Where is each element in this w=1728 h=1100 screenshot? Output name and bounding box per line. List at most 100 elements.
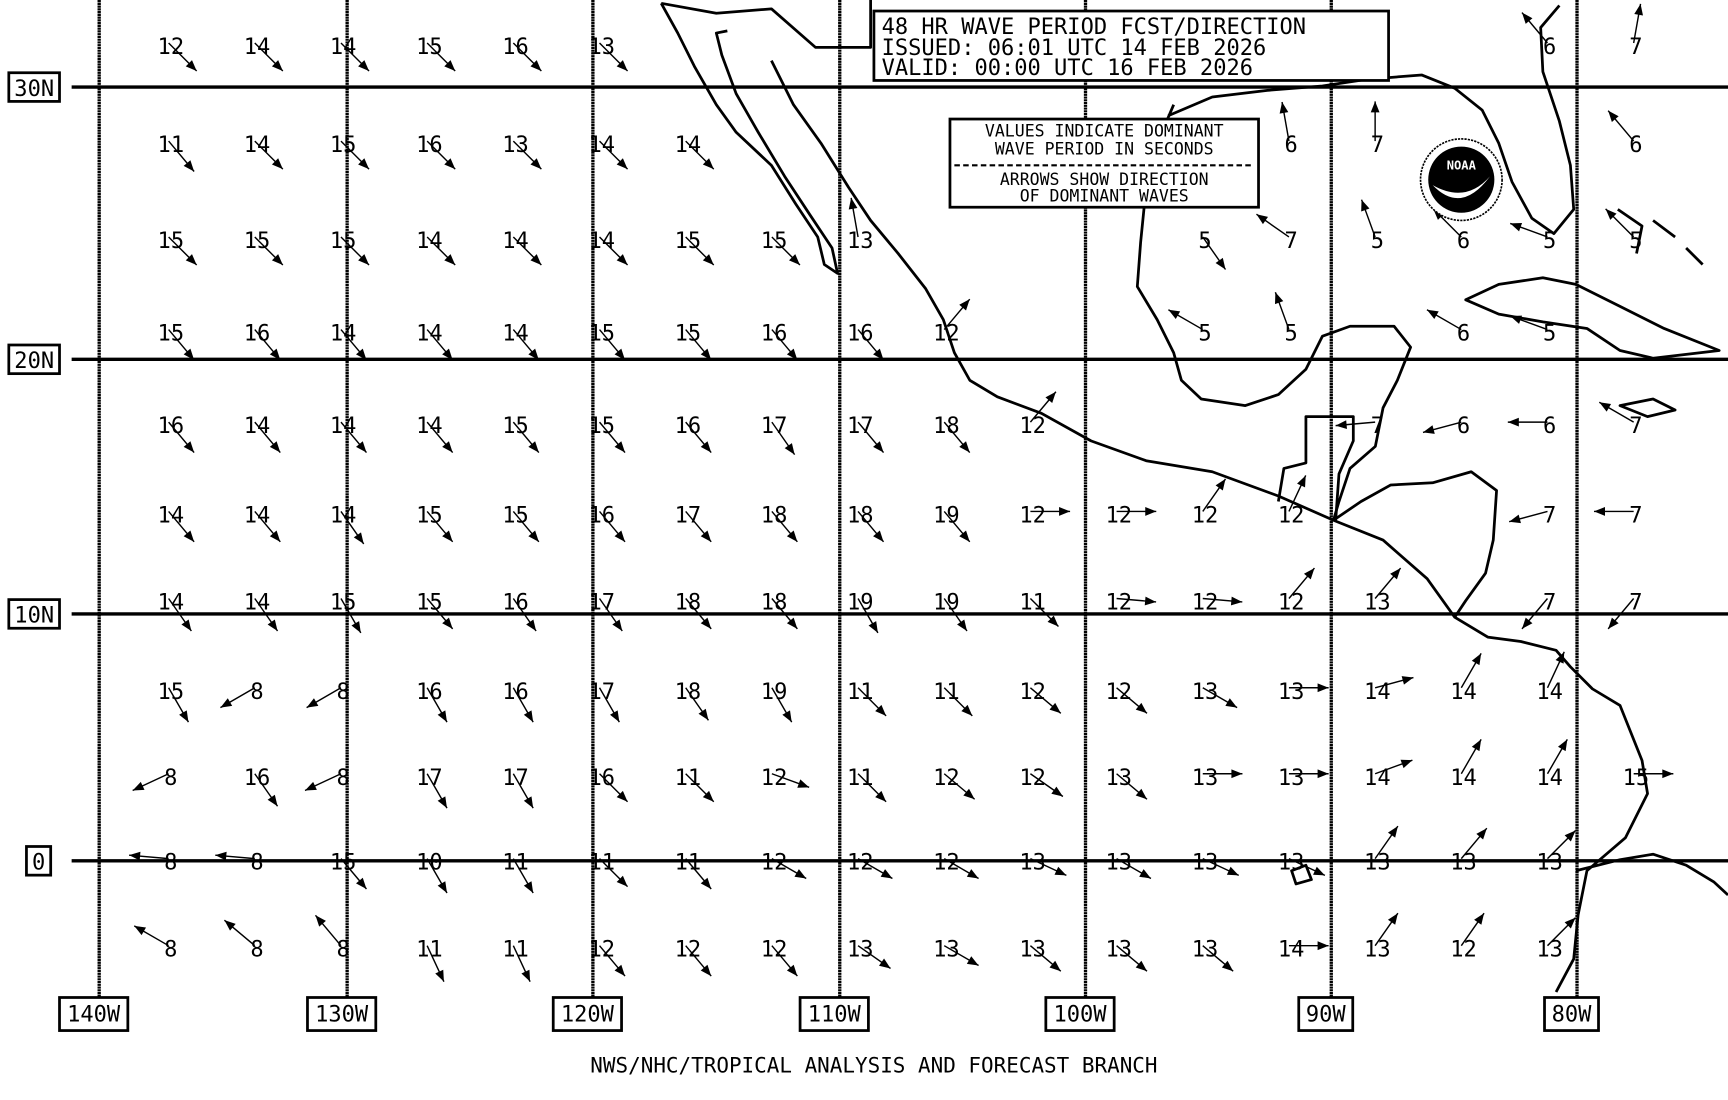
wave-cell: 12 (1106, 591, 1157, 616)
arrowhead (358, 60, 370, 72)
lat-label: 10N (14, 604, 54, 629)
arrowhead (959, 441, 970, 453)
cuba-coast (1464, 276, 1721, 360)
jamaica-coast (1618, 397, 1677, 419)
arrowhead (1521, 617, 1533, 629)
arrowhead (220, 698, 233, 708)
wave-period-value: 15 (675, 229, 702, 254)
wave-cell: 7 (1335, 414, 1384, 439)
wave-cell: 10 (416, 851, 448, 894)
wave-cell: 13 (1019, 851, 1067, 877)
arrowhead (1474, 913, 1485, 925)
wave-cell: 5 (1168, 309, 1212, 347)
wave-cell: 14 (244, 414, 281, 454)
wave-cell: 16 (416, 133, 456, 170)
lon-label-box (1543, 996, 1600, 1032)
wave-cell: 14 (416, 229, 456, 266)
arrowhead (437, 881, 447, 893)
arrowhead (271, 254, 283, 266)
legend-line: VALUES INDICATE DOMINANT (985, 122, 1224, 141)
wave-cell: 17 (588, 680, 620, 723)
arrowhead (521, 969, 531, 982)
wave-cell: 14 (502, 322, 540, 361)
arrowhead (616, 60, 628, 72)
arrowhead (358, 254, 370, 266)
wave-cell: 13 (502, 133, 542, 170)
arrowhead (269, 441, 281, 453)
arrowhead (1135, 788, 1147, 800)
arrowhead (526, 619, 537, 632)
wave-period-value: 13 (1019, 938, 1046, 963)
arrowhead (267, 619, 278, 632)
arrowhead (183, 530, 195, 542)
arrowhead (1226, 866, 1239, 876)
arrowhead (1231, 769, 1243, 779)
wave-cell: 13 (1536, 917, 1577, 963)
wave-cell: 15 (416, 503, 454, 543)
wave-cell: 14 (1364, 676, 1414, 705)
lon-label-box (58, 996, 130, 1032)
us-mexico-border (660, 0, 872, 49)
wave-cell: 7 (1256, 213, 1298, 254)
arrowhead (1509, 514, 1521, 524)
wave-period-value: 12 (1019, 680, 1046, 705)
arrowhead (1387, 913, 1398, 925)
arrowhead (1555, 651, 1565, 664)
arrowhead (700, 348, 712, 360)
arrowhead (963, 788, 975, 800)
wave-period-value: 13 (1278, 851, 1305, 876)
arrowhead (868, 621, 878, 633)
arrowhead (702, 254, 714, 266)
wave-period-value: 15 (158, 229, 185, 254)
lon-label: 100W (1053, 1003, 1107, 1028)
wave-cell: 13 (1364, 567, 1402, 616)
legend-line: ARROWS SHOW DIRECTION (1000, 170, 1209, 189)
wave-cell: 13 (1106, 851, 1152, 880)
wave-period-value: 5 (1629, 229, 1642, 254)
wave-period-value: 6 (1457, 414, 1470, 439)
arrowhead (1221, 960, 1234, 972)
wave-cell: 8 (132, 766, 177, 792)
wave-period-value: 14 (330, 35, 357, 60)
wave-cell: 15 (502, 414, 540, 454)
wave-cell: 13 (1364, 912, 1399, 963)
wave-cell: 16 (847, 322, 885, 361)
wave-period-value: 14 (416, 229, 443, 254)
arrowhead (875, 790, 887, 802)
title-line: 48 HR WAVE PERIOD FCST/DIRECTION (882, 15, 1306, 40)
arrowhead (1215, 478, 1226, 491)
wave-cell: 15 (158, 322, 195, 361)
wave-cell: 11 (933, 680, 973, 717)
arrowhead (269, 530, 281, 542)
arrowhead (442, 348, 453, 360)
arrowhead (444, 254, 456, 266)
wave-period-value: 14 (588, 229, 615, 254)
wave-period-value: 13 (1278, 680, 1305, 705)
wave-cell: 13 (1278, 680, 1329, 705)
wave-cell: 12 (1192, 591, 1243, 616)
arrowhead (271, 60, 283, 72)
wave-period-value: 12 (933, 322, 960, 347)
wave-cell: 14 (244, 591, 279, 632)
galapagos-island (1290, 863, 1313, 886)
arrowhead (966, 956, 979, 966)
arrowhead (528, 441, 539, 453)
wave-cell: 14 (416, 414, 454, 454)
wave-cell: 16 (588, 766, 629, 803)
arrowhead (614, 441, 626, 453)
central-america-caribbean-coast (1332, 470, 1498, 618)
wave-cell: 13 (1019, 938, 1062, 972)
arrowhead (185, 254, 197, 266)
arrowhead (786, 964, 798, 977)
wave-period-value: 12 (1106, 591, 1133, 616)
arrowhead (1256, 214, 1269, 225)
legend-line: WAVE PERIOD IN SECONDS (995, 139, 1214, 158)
title-box: 48 HR WAVE PERIOD FCST/DIRECTION ISSUED:… (872, 9, 1390, 82)
wave-cell: 13 (588, 35, 629, 72)
arrowhead (1135, 960, 1147, 972)
wave-period-value: 13 (1536, 938, 1563, 963)
wave-period-value: 15 (330, 229, 357, 254)
wave-period-value: 14 (588, 133, 615, 158)
arrowhead (132, 781, 145, 791)
wave-period-value: 14 (244, 133, 271, 158)
